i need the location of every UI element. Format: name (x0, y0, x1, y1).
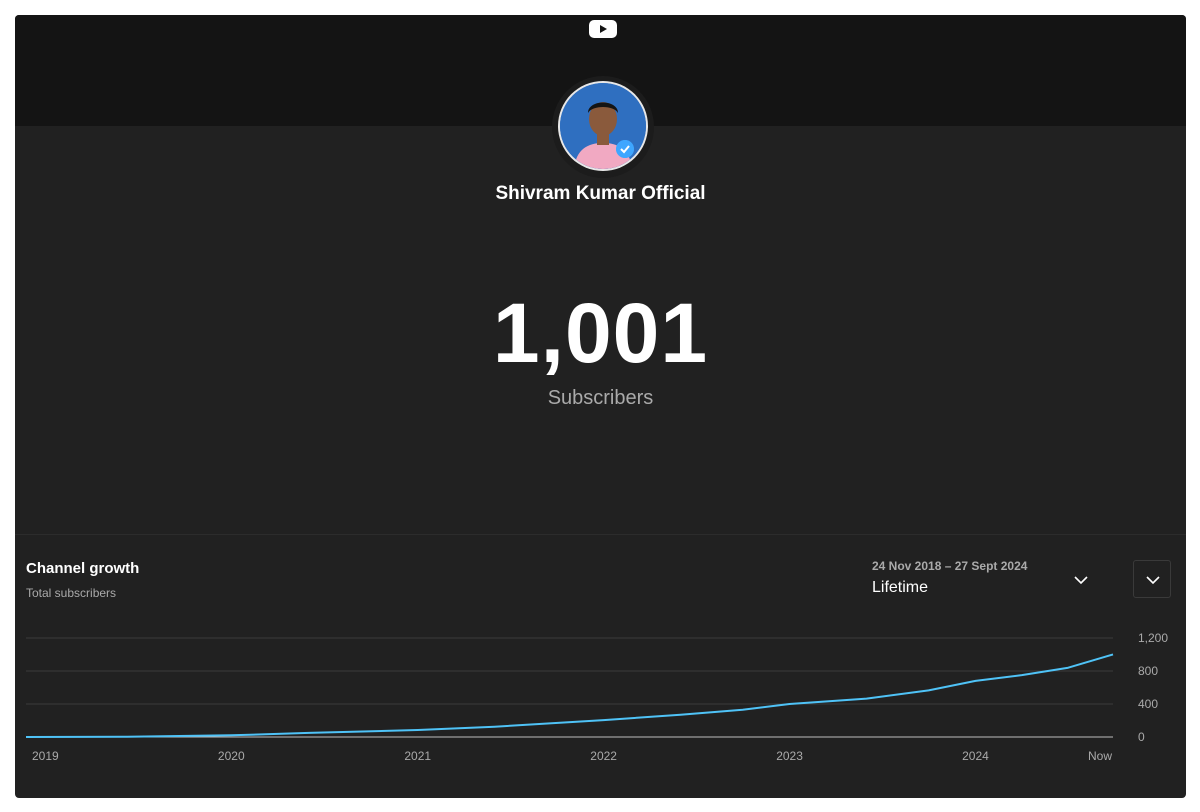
x-tick-label: Now (1088, 749, 1112, 763)
x-tick-label: 2021 (404, 749, 431, 763)
avatar[interactable] (560, 83, 646, 169)
x-tick-label: 2022 (590, 749, 617, 763)
y-tick-label: 800 (1138, 664, 1158, 678)
x-tick-label: 2020 (218, 749, 245, 763)
date-range[interactable]: 24 Nov 2018 – 27 Sept 2024 (872, 559, 1028, 573)
x-tick-label: 2019 (32, 749, 59, 763)
section-divider (15, 534, 1186, 535)
period-select[interactable]: Lifetime (872, 579, 929, 596)
youtube-icon (589, 20, 617, 38)
channel-name: Shivram Kumar Official (495, 183, 706, 204)
x-tick-label: 2023 (776, 749, 803, 763)
x-tick-label: 2024 (962, 749, 989, 763)
growth-subtitle: Total subscribers (26, 586, 117, 600)
verified-check-icon (616, 140, 634, 158)
y-tick-label: 1,200 (1138, 631, 1168, 645)
y-tick-label: 400 (1138, 697, 1158, 711)
growth-title: Channel growth (26, 560, 140, 577)
chevron-down-icon (1146, 576, 1160, 585)
growth-chart: 0 400 800 1,200 2019 2020 2021 2022 2023 2024 Now (25, 631, 1168, 763)
series-line (25, 653, 1114, 738)
channel-card: Shivram Kumar Official 1,001 Subscribers… (15, 15, 1186, 798)
subscriber-count: 1,001 (492, 286, 709, 380)
chevron-down-icon[interactable] (1072, 571, 1090, 589)
subscriber-label: Subscribers (547, 387, 654, 409)
chart-menu-button[interactable] (1133, 560, 1171, 598)
y-tick-label: 0 (1138, 730, 1145, 744)
